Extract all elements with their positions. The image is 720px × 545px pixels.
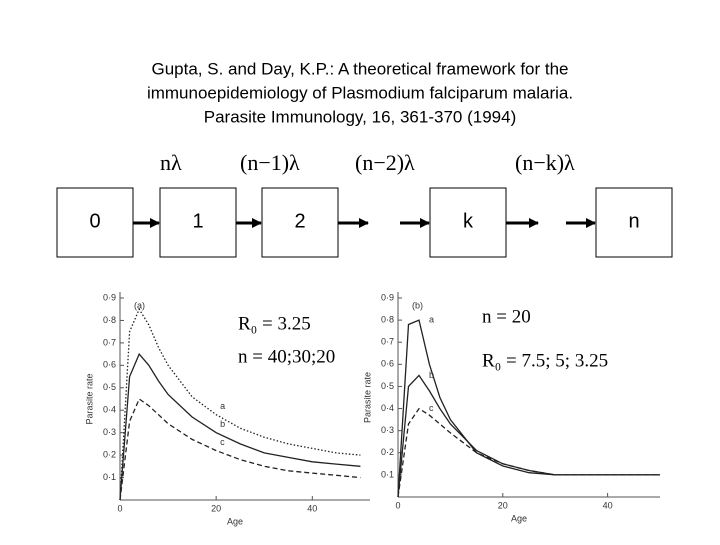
y-tick-label: 0·4 [381, 403, 394, 413]
y-tick-label: 0·6 [103, 360, 116, 370]
series-label: b [220, 419, 225, 429]
y-tick-label: 0·8 [381, 314, 394, 324]
state-label: 2 [294, 210, 305, 232]
y-tick-label: 0·9 [381, 292, 394, 302]
y-tick-label: 0·7 [381, 337, 394, 347]
title-line: Gupta, S. and Day, K.P.: A theoretical f… [151, 59, 568, 78]
annotation: R₀ = 3.25 [238, 313, 311, 334]
x-tick-label: 20 [211, 503, 221, 513]
chart: 0·1 0·2 0·3 0·4 0·5 0·6 0·7 0·8 0·9 0 20 40 Age Paras… [362, 292, 660, 523]
state-label: 0 [89, 210, 100, 232]
x-tick-label: 0 [395, 500, 400, 510]
x-tick-label: 40 [307, 503, 317, 513]
series-label: b [429, 370, 434, 380]
series-label: c [429, 403, 434, 413]
y-tick-label: 0·7 [103, 337, 116, 347]
series-line [119, 352, 361, 501]
y-tick-label: 0·5 [381, 381, 394, 391]
state-box [429, 187, 507, 258]
state-box [56, 187, 134, 258]
state-label: 1 [192, 210, 203, 232]
state-label: k [463, 210, 474, 232]
y-tick-label: 0·9 [103, 292, 116, 302]
series-label: c [220, 437, 225, 447]
y-tick-label: 0·6 [381, 359, 394, 369]
y-tick-label: 0·3 [381, 425, 394, 435]
state-box [261, 187, 339, 258]
y-tick-label: 0·3 [103, 427, 116, 437]
title-line: immunoepidemiology of Plasmodium falcipa… [147, 83, 573, 102]
series-line [397, 374, 660, 498]
transition-rate: (n−k)λ [515, 150, 575, 175]
y-axis-label: Parasite rate [362, 372, 372, 423]
series-label: a [220, 401, 225, 411]
state-box [595, 187, 673, 258]
series-line [119, 307, 361, 501]
transition-rate: (n−1)λ [240, 150, 300, 175]
annotation: n = 40;30;20 [238, 346, 335, 367]
transition-rate: (n−2)λ [355, 150, 415, 175]
state-box [159, 187, 237, 258]
series-line [119, 398, 361, 501]
annotation: n = 20 [482, 306, 531, 327]
title-line: Parasite Immunology, 16, 361-370 (1994) [204, 107, 516, 126]
x-axis-label: Age [227, 516, 243, 526]
y-axis-label: Parasite rate [84, 373, 94, 424]
title: Gupta, S. and Day, K.P.: A theoretical f… [147, 59, 573, 126]
y-tick-label: 0·5 [103, 382, 116, 392]
panel-label: (a) [134, 300, 145, 310]
y-tick-label: 0·1 [103, 472, 116, 482]
y-tick-label: 0·4 [103, 405, 116, 415]
x-tick-label: 40 [603, 500, 613, 510]
panel-label: (b) [412, 300, 423, 310]
series-label: a [429, 314, 434, 324]
transition-rate: nλ [160, 150, 182, 175]
annotation: R₀ = 7.5; 5; 3.25 [482, 350, 608, 371]
state-label: n [628, 210, 639, 232]
x-tick-label: 20 [498, 500, 508, 510]
chart: 0·1 0·2 0·3 0·4 0·5 0·6 0·7 0·8 0·9 0 20 40 Age Paras… [84, 292, 370, 526]
y-tick-label: 0·2 [381, 447, 394, 457]
x-axis-label: Age [511, 513, 527, 523]
y-tick-label: 0·8 [103, 315, 116, 325]
y-tick-label: 0·2 [103, 449, 116, 459]
y-tick-label: 0·1 [381, 469, 394, 479]
x-tick-label: 0 [117, 503, 122, 513]
series-line [397, 407, 660, 498]
